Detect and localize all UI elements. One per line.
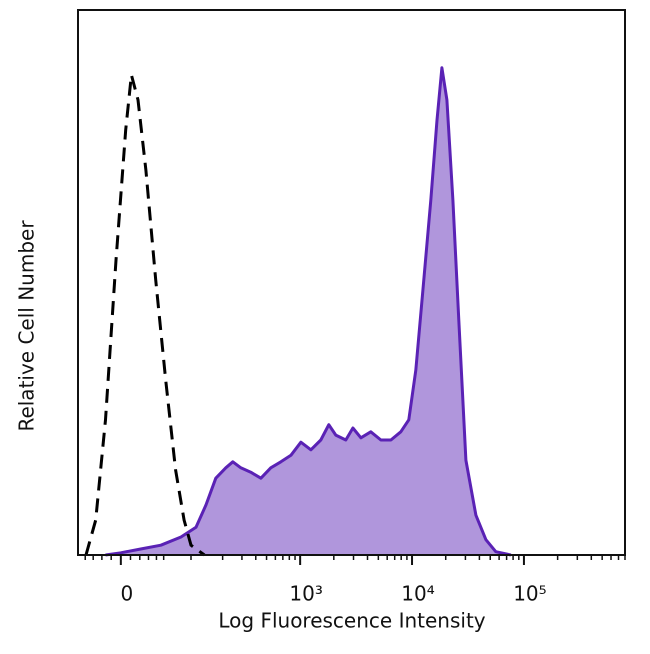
plot-frame [77,9,626,556]
y-axis-label: Relative Cell Number [15,220,39,432]
x-axis-label: Log Fluorescence Intensity [218,609,485,633]
x-tick-label: 10⁴ [401,582,434,606]
x-tick-label: 10³ [289,582,322,606]
x-tick-label: 0 [120,582,133,606]
area [105,67,511,556]
x-tick-label: 10⁵ [513,582,546,606]
line [84,73,206,557]
line [105,66,512,557]
